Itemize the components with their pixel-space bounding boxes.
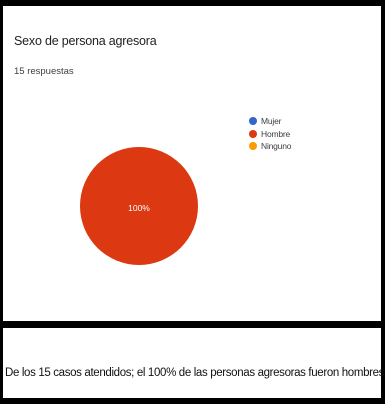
legend-label-mujer: Mujer [261, 116, 282, 126]
response-count: 15 respuestas [14, 66, 74, 77]
chart-legend: Mujer Hombre Ninguno [249, 115, 291, 153]
pie-slice-hombre [80, 147, 198, 265]
section-divider [0, 321, 385, 328]
chart-title: Sexo de persona agresora [14, 34, 157, 48]
legend-swatch-ninguno [249, 142, 257, 150]
legend-swatch-mujer [249, 117, 257, 125]
caption-text: De los 15 casos atendidos; el 100% de la… [5, 367, 385, 379]
caption-box: De los 15 casos atendidos; el 100% de la… [3, 328, 385, 398]
legend-swatch-hombre [249, 129, 257, 138]
legend-item-hombre: Hombre [249, 128, 291, 140]
legend-item-ninguno: Ninguno [249, 140, 291, 152]
legend-label-hombre: Hombre [261, 128, 291, 139]
legend-label-ninguno: Ninguno [261, 141, 292, 151]
pie-chart: 100% [80, 147, 198, 265]
pie-slice-label: 100% [128, 203, 150, 213]
legend-item-mujer: Mujer [249, 115, 291, 127]
chart-card: Sexo de persona agresora 15 respuestas 1… [3, 6, 381, 321]
